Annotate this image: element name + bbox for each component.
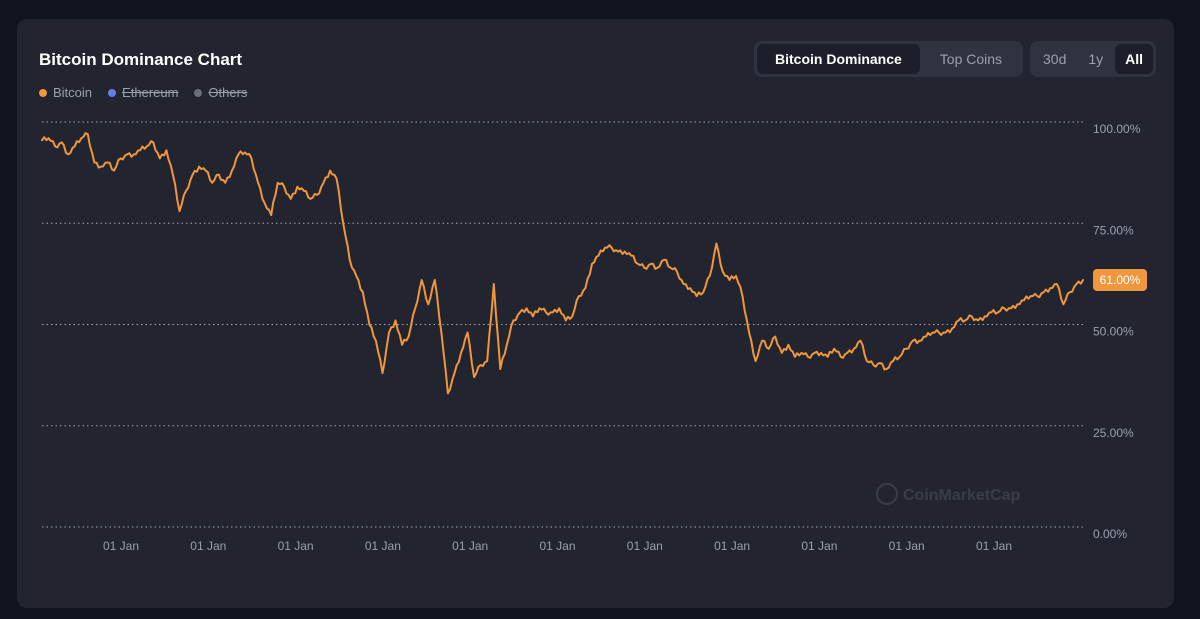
x-tick-label: 01 Jan — [801, 539, 837, 553]
x-tick-label: 01 Jan — [976, 539, 1012, 553]
range-1y-button[interactable]: 1y — [1088, 51, 1104, 67]
y-tick-label: 100.00% — [1093, 122, 1141, 136]
x-tick-label: 01 Jan — [714, 539, 750, 553]
y-tick-label: 75.00% — [1093, 223, 1134, 237]
x-tick-label: 01 Jan — [365, 539, 401, 553]
range-30d-button[interactable]: 30d — [1043, 51, 1067, 67]
range-toggle: 30d 1y All — [1030, 41, 1157, 77]
dominance-card: Bitcoin Dominance Chart Bitcoin Ethereum… — [17, 19, 1174, 608]
x-tick-label: 01 Jan — [889, 539, 925, 553]
tab-top-coins[interactable]: Top Coins — [939, 51, 1003, 67]
others-dot-icon — [194, 88, 203, 97]
current-value-badge — [1093, 268, 1147, 291]
ethereum-dot-icon — [108, 88, 117, 97]
coinmarketcap-logo-icon — [876, 483, 898, 505]
current-value-label: 61.00% — [1100, 273, 1141, 287]
bitcoin-series-line — [41, 132, 1084, 395]
coinmarketcap-watermark: CoinMarketCap — [876, 483, 1021, 505]
x-tick-label: 01 Jan — [103, 539, 139, 553]
y-tick-label: 0.00% — [1093, 527, 1127, 541]
legend-item-ethereum[interactable]: Ethereum — [108, 85, 178, 100]
view-toggle: Bitcoin Dominance Top Coins — [754, 41, 1024, 77]
x-tick-label: 01 Jan — [278, 539, 314, 553]
legend-label-bitcoin: Bitcoin — [53, 85, 93, 100]
legend-label-ethereum: Ethereum — [122, 85, 179, 100]
tab-bitcoin-dominance[interactable]: Bitcoin Dominance — [757, 44, 920, 74]
chart-title: Bitcoin Dominance Chart — [39, 50, 243, 69]
y-tick-label: 50.00% — [1093, 325, 1134, 339]
legend-item-others[interactable]: Others — [194, 85, 247, 100]
y-tick-label: 25.00% — [1093, 426, 1134, 440]
x-tick-label: 01 Jan — [539, 539, 575, 553]
legend-label-others: Others — [208, 85, 248, 100]
range-all-button[interactable]: All — [1115, 44, 1154, 74]
x-tick-label: 01 Jan — [190, 539, 226, 553]
legend: Bitcoin Ethereum Others — [39, 85, 247, 100]
bitcoin-dot-icon — [39, 88, 47, 97]
watermark-text: CoinMarketCap — [903, 487, 1021, 504]
x-tick-label: 01 Jan — [452, 539, 488, 553]
x-tick-label: 01 Jan — [627, 539, 663, 553]
legend-item-bitcoin[interactable]: Bitcoin — [39, 85, 92, 100]
